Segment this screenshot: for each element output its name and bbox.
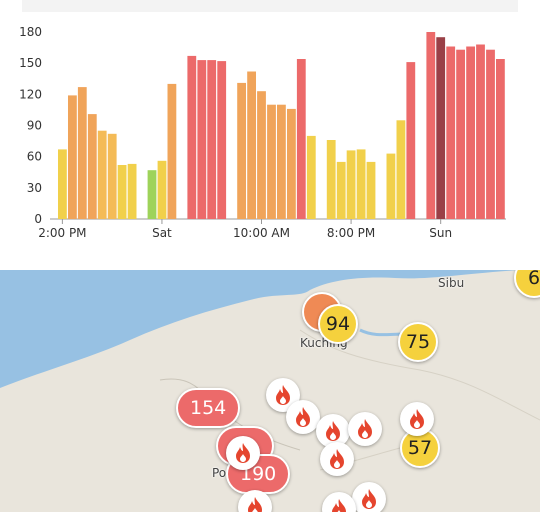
chart-bar[interactable] (77, 87, 87, 219)
chart-bar[interactable] (456, 49, 465, 220)
chart-bar[interactable] (386, 153, 396, 219)
chart-bar[interactable] (167, 83, 177, 220)
chart-bar[interactable] (277, 104, 286, 219)
aqi-marker-94[interactable]: 94 (318, 304, 358, 344)
x-tick-label: 8:00 PM (327, 226, 375, 240)
y-tick-label: 60 (27, 150, 42, 164)
chart-bar[interactable] (187, 55, 197, 220)
chart-bar[interactable] (406, 62, 416, 219)
chart-bar[interactable] (247, 71, 256, 220)
chart-bar[interactable] (237, 82, 246, 220)
chart-bar[interactable] (346, 150, 356, 219)
y-tick-label: 120 (19, 87, 42, 101)
chart-bar[interactable] (336, 161, 346, 219)
chart-bar[interactable] (147, 170, 157, 219)
x-tick-label: Sat (152, 226, 172, 240)
y-tick-label: 150 (19, 56, 42, 70)
aqi-marker-75[interactable]: 75 (398, 322, 438, 362)
chart-bar[interactable] (476, 44, 485, 220)
chart-bar[interactable] (326, 140, 336, 219)
fire-icon[interactable] (348, 412, 382, 446)
chart-bar[interactable] (436, 37, 446, 220)
fire-icon[interactable] (400, 402, 434, 436)
chart-bar[interactable] (217, 61, 227, 219)
chart-bar[interactable] (207, 60, 217, 219)
fire-icon[interactable] (238, 490, 272, 512)
fire-icon[interactable] (320, 442, 354, 476)
chart-bar[interactable] (296, 59, 306, 219)
chart-bar[interactable] (287, 108, 296, 219)
aqi-marker-6[interactable]: 6 (514, 270, 540, 298)
x-tick-label: Sun (429, 226, 452, 240)
y-tick-label: 0 (34, 212, 42, 226)
y-tick-label: 30 (27, 181, 42, 195)
y-tick-label: 180 (19, 25, 42, 39)
chart-bar[interactable] (466, 46, 475, 220)
fire-icon[interactable] (226, 436, 260, 470)
chart-bar[interactable] (87, 114, 97, 219)
aqi-history-bar-chart: 0 30 60 90 120 150 180 2:00 PM Sat 10:00 AM 8:00 P… (19, 25, 506, 240)
x-tick-label: 2:00 PM (38, 226, 86, 240)
chart-bar[interactable] (58, 149, 67, 219)
chart-bar[interactable] (356, 149, 366, 219)
chart-bar[interactable] (257, 91, 266, 219)
chart-bar[interactable] (117, 165, 127, 219)
top-panel-strip (22, 0, 518, 12)
x-tick-label: 10:00 AM (233, 226, 290, 240)
chart-bar[interactable] (396, 120, 406, 219)
chart-bar[interactable] (366, 161, 376, 219)
fire-icon[interactable] (352, 482, 386, 512)
chart-bar[interactable] (127, 163, 137, 219)
chart-bar[interactable] (197, 60, 207, 219)
aqi-marker-154[interactable]: 154 (176, 388, 241, 428)
chart-bar[interactable] (306, 135, 316, 219)
chart-bar[interactable] (446, 46, 456, 220)
chart-bar[interactable] (426, 32, 436, 219)
chart-bar[interactable] (97, 130, 107, 219)
fire-icon[interactable] (286, 400, 320, 434)
chart-bar[interactable] (486, 49, 495, 220)
chart-bar[interactable] (107, 133, 117, 219)
chart-bar[interactable] (496, 59, 505, 219)
air-quality-map[interactable]: Sibu Kuching Pon 94 75 154 190 57 6 (0, 270, 540, 512)
section-divider (0, 258, 540, 270)
chart-bar[interactable] (267, 104, 276, 219)
place-label-sibu: Sibu (438, 276, 465, 290)
y-tick-label: 90 (27, 119, 42, 133)
chart-bar[interactable] (68, 95, 77, 219)
chart-bar[interactable] (157, 160, 167, 219)
